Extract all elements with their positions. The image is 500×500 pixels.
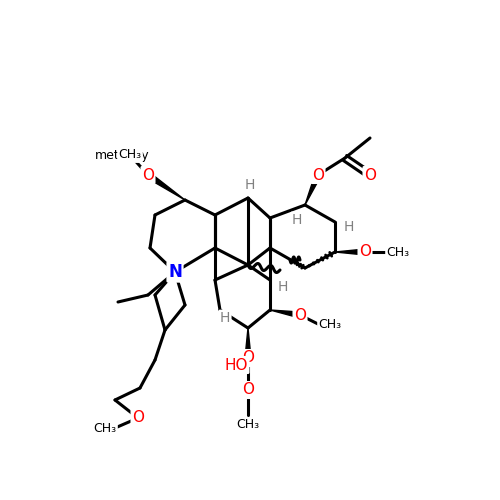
- Text: H: H: [220, 311, 230, 325]
- Text: O: O: [364, 168, 376, 182]
- Text: H: H: [292, 213, 302, 227]
- Text: CH₃: CH₃: [386, 246, 409, 258]
- Polygon shape: [270, 310, 300, 318]
- Text: CH₃: CH₃: [236, 418, 260, 432]
- Polygon shape: [245, 328, 251, 358]
- Text: O: O: [142, 168, 154, 182]
- Text: O: O: [242, 350, 254, 366]
- Text: O: O: [359, 244, 371, 260]
- Polygon shape: [146, 172, 185, 200]
- Text: O: O: [132, 410, 144, 426]
- Text: O: O: [242, 382, 254, 398]
- Polygon shape: [305, 174, 321, 205]
- Text: CH₃: CH₃: [94, 422, 116, 434]
- Text: CH₃: CH₃: [118, 148, 142, 162]
- Text: H: H: [245, 178, 255, 192]
- Text: H: H: [278, 280, 288, 294]
- Text: O: O: [294, 308, 306, 322]
- Text: CH₃: CH₃: [318, 318, 342, 332]
- Text: O: O: [312, 168, 324, 182]
- Text: N: N: [168, 263, 182, 281]
- Polygon shape: [335, 249, 365, 255]
- Text: HO: HO: [224, 358, 248, 372]
- Text: H: H: [344, 220, 354, 234]
- Text: methoxy: methoxy: [94, 148, 150, 162]
